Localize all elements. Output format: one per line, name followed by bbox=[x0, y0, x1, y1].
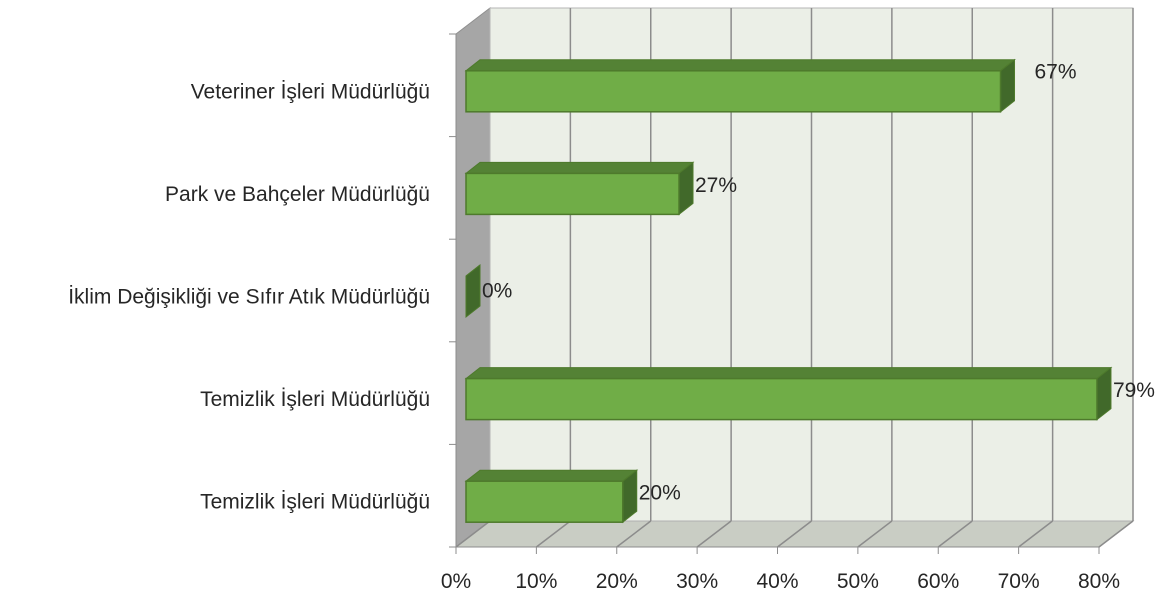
data-label: 67% bbox=[1035, 60, 1077, 83]
category-label: Temizlik İşleri Müdürlüğü bbox=[200, 491, 430, 514]
floor-gridline bbox=[937, 520, 973, 548]
bar bbox=[464, 469, 639, 524]
bar-front bbox=[465, 172, 680, 216]
bar-side bbox=[465, 263, 481, 319]
category-label: Park ve Bahçeler Müdürlüğü bbox=[165, 183, 430, 206]
bar-front bbox=[465, 377, 1098, 421]
labels: 0% 10% 20% 30% 40% 50% 60% 70% 80% 67% Veteriner İ… bbox=[68, 60, 1155, 593]
data-label: 79% bbox=[1113, 379, 1155, 402]
x-tick-label: 30% bbox=[676, 570, 718, 593]
x-tick-label: 70% bbox=[998, 570, 1040, 593]
floor-gridline bbox=[857, 520, 893, 548]
bar-top bbox=[464, 469, 639, 482]
bar-top bbox=[464, 367, 1113, 380]
floor-gridline bbox=[616, 520, 652, 548]
floor-gridline bbox=[535, 520, 571, 548]
bar-top bbox=[464, 161, 695, 174]
floor-gridline bbox=[455, 520, 491, 548]
category-label: İklim Değişikliği ve Sıfır Atık Müdürlüğ… bbox=[68, 286, 430, 309]
category-label: Temizlik İşleri Müdürlüğü bbox=[200, 388, 430, 411]
category-label: Veteriner İşleri Müdürlüğü bbox=[191, 80, 430, 103]
data-label: 0% bbox=[482, 280, 512, 303]
x-tick-label: 0% bbox=[441, 570, 471, 593]
bars bbox=[464, 58, 1113, 524]
bar bbox=[464, 58, 1016, 113]
bar-front bbox=[465, 480, 624, 523]
bar bbox=[465, 263, 481, 319]
floor-gridline bbox=[696, 520, 732, 548]
data-label: 20% bbox=[639, 482, 681, 505]
x-tick-label: 50% bbox=[837, 570, 879, 593]
x-tick-label: 20% bbox=[596, 570, 638, 593]
gridlines bbox=[449, 8, 1134, 554]
floor-gridline bbox=[1018, 520, 1054, 548]
x-tick-label: 10% bbox=[515, 570, 557, 593]
floor-gridline bbox=[1098, 520, 1134, 548]
x-tick-label: 40% bbox=[756, 570, 798, 593]
bar bbox=[464, 366, 1113, 421]
x-tick-label: 80% bbox=[1078, 570, 1120, 593]
floor-gridline bbox=[777, 520, 812, 548]
bar bbox=[464, 161, 695, 216]
bar-front bbox=[465, 70, 1002, 113]
bar-top bbox=[464, 59, 1016, 72]
x-tick-label: 60% bbox=[917, 570, 959, 593]
data-label: 27% bbox=[695, 174, 737, 197]
